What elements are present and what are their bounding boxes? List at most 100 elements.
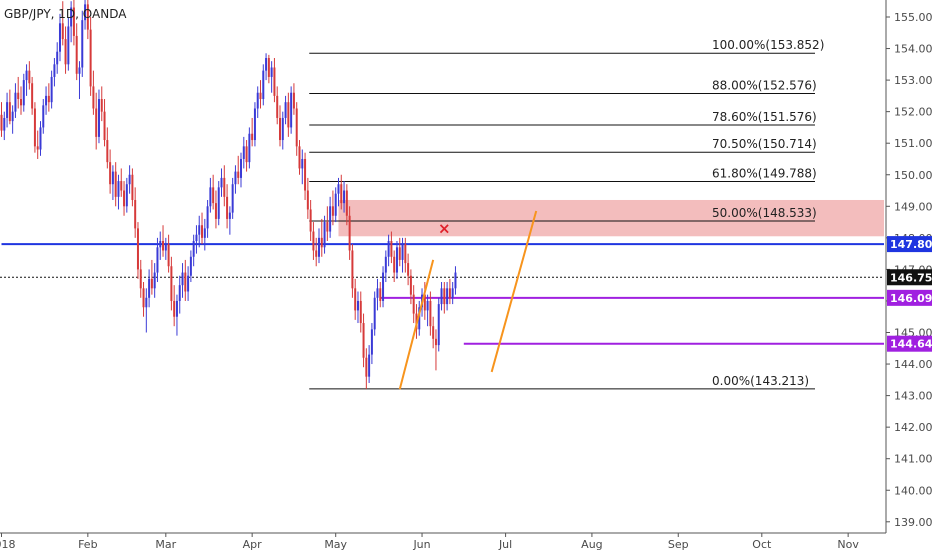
candle-body	[359, 300, 362, 324]
time-tick-label: May	[324, 538, 347, 550]
candle-body	[354, 288, 357, 311]
candle-body	[78, 67, 81, 74]
candle-body	[25, 70, 28, 81]
candle-body	[178, 285, 181, 301]
candle-body	[89, 29, 92, 87]
candle-body	[287, 102, 290, 128]
candle-body	[340, 184, 343, 204]
candle-body	[56, 51, 59, 65]
candle-body	[22, 80, 25, 106]
price-badge-label: 146.098	[890, 292, 932, 305]
fib-level-label: 50.00%(148.533)	[712, 206, 817, 220]
time-tick-label: Oct	[752, 538, 772, 550]
candle-body	[139, 269, 142, 289]
candle-body	[220, 177, 223, 188]
candle-body	[36, 146, 39, 150]
candle-body	[253, 108, 256, 141]
candle-body	[153, 272, 156, 289]
candle-body	[162, 241, 165, 251]
candle-body	[331, 206, 334, 216]
candle-body	[11, 111, 14, 122]
resistance-zone	[338, 199, 884, 237]
price-tick-label: 140.000	[894, 484, 932, 497]
candle-body	[114, 171, 117, 197]
candle-body	[223, 177, 226, 197]
candle-body	[28, 70, 31, 84]
candle-body	[231, 184, 234, 213]
candle-body	[97, 99, 100, 137]
candle-body	[284, 102, 287, 118]
candle-body	[134, 199, 137, 229]
price-tick-label: 141.000	[894, 453, 932, 466]
candle-body	[123, 190, 126, 207]
candle-body	[145, 297, 148, 308]
time-axis[interactable]: 2018 Feb Mar Apr May Jun Jul Aug Sep Oct Nov	[0, 532, 886, 550]
candle-body	[265, 58, 268, 71]
candle-body	[393, 256, 396, 273]
candle-body	[84, 4, 87, 21]
price-badge	[887, 335, 932, 352]
candle-body	[192, 241, 195, 257]
candle-body	[120, 181, 123, 191]
candle-body	[181, 272, 184, 286]
candle-body	[251, 133, 254, 141]
time-tick-label: 2018	[0, 538, 16, 550]
candle-body	[315, 250, 318, 257]
time-tick-label: Nov	[837, 538, 859, 550]
candle-body	[33, 108, 36, 147]
candle-body	[365, 357, 368, 377]
price-tick-label: 144.000	[894, 358, 932, 371]
candle-body	[356, 300, 359, 311]
fib-level-label: 70.50%(150.714)	[712, 137, 817, 151]
trend-line	[490, 210, 538, 373]
candle-body	[201, 225, 204, 238]
candle-body	[304, 158, 307, 191]
candle-body	[61, 23, 64, 40]
fib-level-label: 78.60%(151.576)	[712, 110, 817, 124]
candle-body	[306, 190, 309, 210]
candle-body	[454, 272, 457, 289]
candle-body	[86, 4, 89, 30]
candle-body	[209, 187, 212, 207]
candle-body	[412, 294, 415, 314]
candle-body	[429, 300, 432, 327]
candle-body	[156, 247, 159, 273]
candle-body	[404, 244, 407, 264]
candle-body	[351, 250, 354, 289]
candle-body	[95, 108, 98, 137]
candle-body	[281, 117, 284, 141]
candle-body	[81, 20, 84, 68]
candle-body	[212, 187, 215, 204]
candle-body	[184, 272, 187, 292]
candle-body	[382, 272, 385, 301]
candle-body	[150, 278, 153, 289]
candle-body	[407, 263, 410, 276]
candle-body	[106, 140, 109, 163]
candle-body	[42, 105, 45, 128]
candle-body	[173, 300, 176, 317]
candle-body	[75, 35, 78, 74]
candle-body	[309, 209, 312, 232]
candle-body	[19, 99, 22, 106]
candle-body	[301, 158, 304, 169]
candle-body	[64, 39, 67, 65]
candle-body	[345, 190, 348, 216]
candle-body	[195, 234, 198, 242]
candle-body	[136, 228, 139, 270]
candle-body	[50, 76, 53, 103]
candle-body	[187, 275, 190, 292]
candle-body	[451, 288, 454, 298]
candle-body	[368, 354, 371, 377]
time-tick-label: Apr	[243, 538, 263, 550]
candle-body	[443, 288, 446, 305]
candle-body	[290, 92, 293, 128]
candle-body	[117, 181, 120, 197]
candle-body	[434, 338, 437, 346]
price-tick-label: 142.000	[894, 421, 932, 434]
candle-body	[295, 108, 298, 147]
price-badges-layer: 147.802 146.098 144.645 146.751	[887, 236, 932, 352]
candle-body	[67, 26, 70, 65]
candle-body	[31, 83, 34, 109]
candle-body	[170, 266, 173, 301]
